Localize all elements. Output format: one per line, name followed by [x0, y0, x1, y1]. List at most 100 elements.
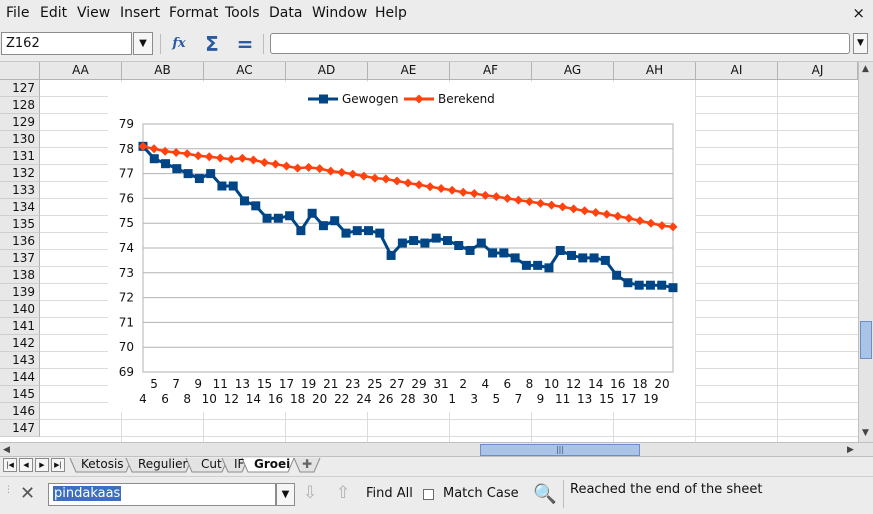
sheet-tab-if[interactable]: IF — [234, 457, 245, 471]
data-point — [510, 253, 520, 263]
data-point — [600, 255, 610, 265]
formula-input[interactable] — [270, 33, 850, 54]
menu-format[interactable]: Format — [169, 5, 219, 21]
sum-icon[interactable]: Σ — [205, 32, 219, 56]
horizontal-scroll-thumb[interactable]: ||| — [480, 444, 640, 456]
x-tick-label: 23 — [345, 377, 360, 391]
row-header[interactable]: 145 — [0, 386, 40, 403]
x-tick-label: 21 — [323, 377, 338, 391]
column-header[interactable]: AH — [614, 62, 696, 80]
column-header[interactable]: AE — [368, 62, 450, 80]
x-tick-label: 16 — [268, 392, 283, 406]
column-header[interactable]: AC — [204, 62, 286, 80]
scroll-up-icon[interactable]: ▲ — [862, 64, 869, 74]
sheet-tab-cut[interactable]: Cut — [201, 457, 222, 471]
find-previous-icon[interactable]: ⇧ — [336, 483, 351, 503]
row-header[interactable]: 147 — [0, 420, 40, 437]
last-sheet-icon[interactable]: ▶| — [51, 458, 65, 472]
menu-help[interactable]: Help — [375, 5, 407, 21]
sheet-tab-ketosis[interactable]: Ketosis — [81, 457, 124, 471]
data-point — [326, 166, 336, 176]
row-header[interactable]: 136 — [0, 233, 40, 250]
menu-edit[interactable]: Edit — [40, 5, 68, 21]
row-header[interactable]: 132 — [0, 165, 40, 182]
function-wizard-icon[interactable]: fx — [172, 36, 186, 51]
column-header[interactable]: AG — [532, 62, 614, 80]
sheet-tab-bar: ◀ ||| ▶ |◀ ◀ ▶ ▶| Ketosis Regulier Cut I… — [0, 442, 873, 475]
next-sheet-icon[interactable]: ▶ — [35, 458, 49, 472]
row-header[interactable]: 142 — [0, 335, 40, 352]
x-tick-label: 9 — [194, 377, 202, 391]
menu-data[interactable]: Data — [269, 5, 303, 21]
row-header[interactable]: 139 — [0, 284, 40, 301]
name-box-dropdown-icon[interactable]: ▼ — [133, 32, 153, 55]
x-tick-label: 9 — [537, 392, 545, 406]
y-tick-label: 79 — [119, 117, 134, 131]
row-header[interactable]: 146 — [0, 403, 40, 420]
row-header[interactable]: 138 — [0, 267, 40, 284]
previous-sheet-icon[interactable]: ◀ — [19, 458, 33, 472]
menu-insert[interactable]: Insert — [120, 5, 161, 21]
data-point — [194, 174, 204, 184]
name-box[interactable]: Z162 — [1, 32, 132, 55]
row-header[interactable]: 143 — [0, 352, 40, 369]
formula-expand-icon[interactable]: ▼ — [853, 33, 868, 54]
data-point — [668, 283, 678, 293]
data-point — [646, 218, 656, 228]
select-all-corner[interactable] — [0, 62, 40, 80]
add-sheet-icon[interactable]: ✚ — [302, 457, 313, 471]
row-header[interactable]: 130 — [0, 131, 40, 148]
menu-file[interactable]: File — [6, 5, 30, 21]
column-header[interactable]: AJ — [778, 62, 858, 80]
find-next-icon[interactable]: ⇩ — [303, 483, 318, 503]
data-point — [307, 208, 317, 218]
menu-tools[interactable]: Tools — [225, 5, 260, 21]
close-document-icon[interactable]: × — [852, 4, 865, 22]
column-header[interactable]: AB — [122, 62, 204, 80]
menu-view[interactable]: View — [77, 5, 111, 21]
find-search-input[interactable]: pindakaas — [48, 483, 276, 506]
data-point — [431, 233, 441, 243]
data-point — [613, 211, 623, 221]
row-header[interactable]: 135 — [0, 216, 40, 233]
match-case-checkbox[interactable] — [423, 489, 434, 500]
scroll-right-icon[interactable]: ▶ — [847, 445, 854, 455]
column-header[interactable]: AI — [696, 62, 778, 80]
sheet-tab-groei[interactable]: Groei — [254, 457, 291, 471]
find-all-button[interactable]: Find All — [366, 486, 413, 501]
row-header[interactable]: 137 — [0, 250, 40, 267]
scroll-down-icon[interactable]: ▼ — [862, 428, 869, 438]
data-point — [215, 153, 225, 163]
column-header[interactable]: AA — [40, 62, 122, 80]
row-header[interactable]: 140 — [0, 301, 40, 318]
row-header[interactable]: 144 — [0, 369, 40, 386]
data-point — [330, 216, 340, 226]
column-header[interactable]: AF — [450, 62, 532, 80]
row-header[interactable]: 127 — [0, 80, 40, 97]
close-find-bar-icon[interactable]: ✕ — [20, 483, 36, 504]
first-sheet-icon[interactable]: |◀ — [3, 458, 17, 472]
function-equals-icon[interactable]: = — [236, 32, 254, 56]
row-header[interactable]: 131 — [0, 148, 40, 165]
row-header[interactable]: 129 — [0, 114, 40, 131]
row-header[interactable]: 133 — [0, 182, 40, 199]
scroll-left-icon[interactable]: ◀ — [3, 445, 10, 455]
menu-window[interactable]: Window — [312, 5, 368, 21]
find-history-dropdown-icon[interactable]: ▼ — [276, 483, 295, 506]
vertical-scrollbar[interactable]: ▲ ▼ — [858, 62, 873, 442]
row-header[interactable]: 134 — [0, 199, 40, 216]
line-chart[interactable]: 79 78 77 76 75 74 73 72 71 70 69 5 7 9 11 13 15 17 19 21 23 2… — [108, 82, 695, 412]
data-point — [248, 155, 258, 165]
column-header[interactable]: AD — [286, 62, 368, 80]
row-header[interactable]: 141 — [0, 318, 40, 335]
sheet-tab-regulier[interactable]: Regulier — [138, 457, 188, 471]
vertical-scroll-thumb[interactable] — [860, 321, 872, 359]
data-point — [304, 162, 314, 172]
x-tick-label: 1 — [448, 392, 456, 406]
row-header[interactable]: 128 — [0, 97, 40, 114]
data-point — [282, 161, 292, 171]
horizontal-scrollbar[interactable]: ◀ ||| ▶ — [0, 442, 873, 457]
find-replace-icon[interactable]: 🔍 — [533, 483, 557, 505]
menu-bar: File Edit View Insert Format Tools Data … — [0, 0, 873, 27]
